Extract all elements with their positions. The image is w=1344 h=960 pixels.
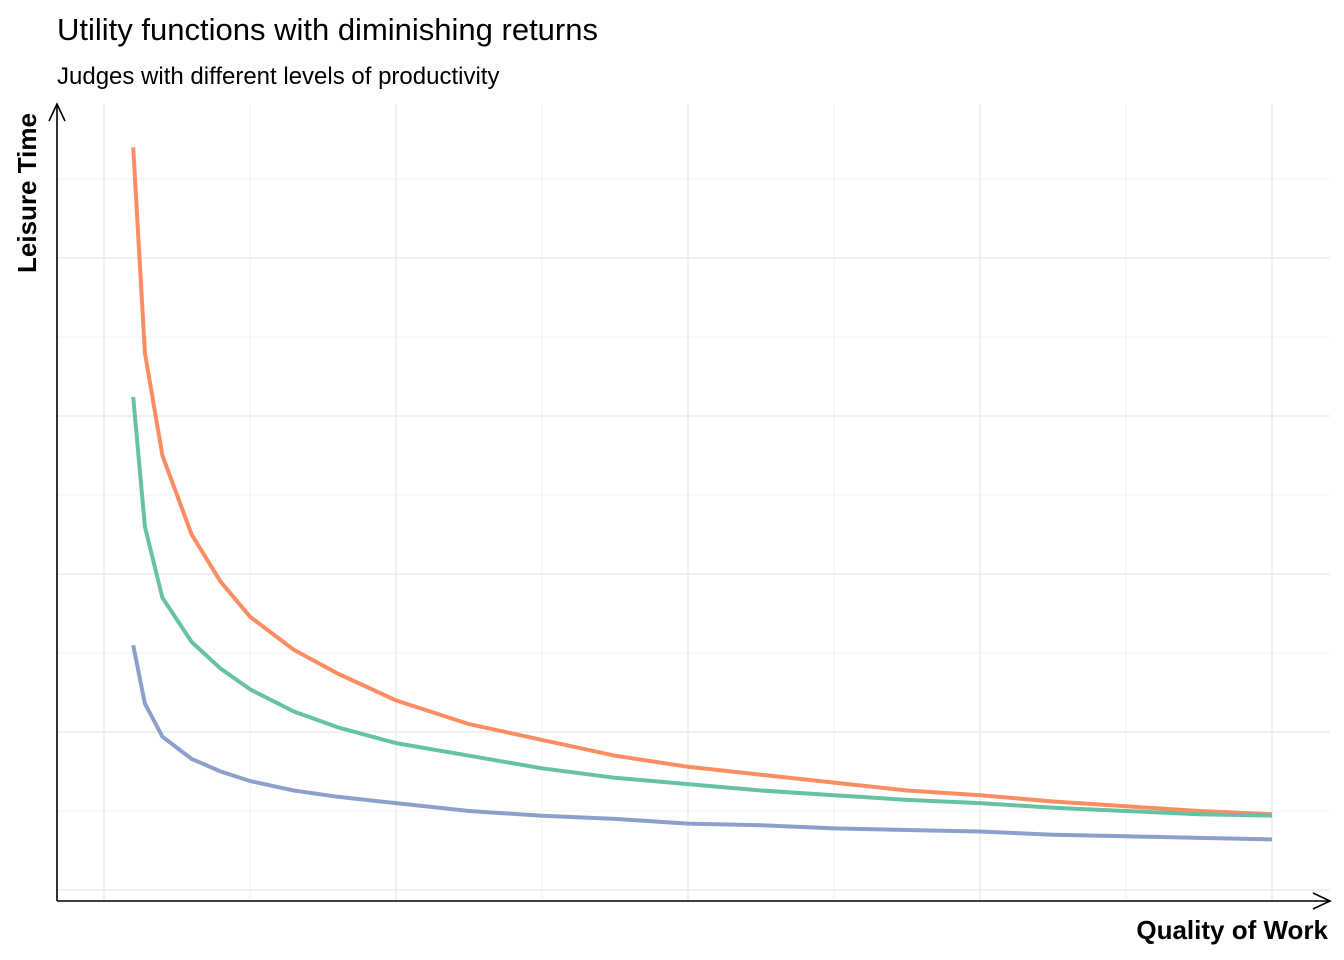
x-axis: [57, 892, 1332, 910]
chart-title: Utility functions with diminishing retur…: [57, 12, 598, 47]
y-axis-label: Leisure Time: [12, 113, 42, 273]
series-line-3: [131, 644, 1273, 842]
x-axis-arrow-icon: [1312, 892, 1332, 910]
y-axis: [48, 102, 66, 901]
x-axis-label: Quality of Work: [1136, 915, 1328, 945]
series-line-1: [131, 147, 1273, 817]
gridlines: [57, 104, 1330, 901]
chart-subtitle: Judges with different levels of producti…: [57, 63, 499, 90]
y-axis-arrow-icon: [48, 102, 66, 122]
series-lines: [131, 147, 1273, 842]
series-line-2: [131, 396, 1273, 818]
